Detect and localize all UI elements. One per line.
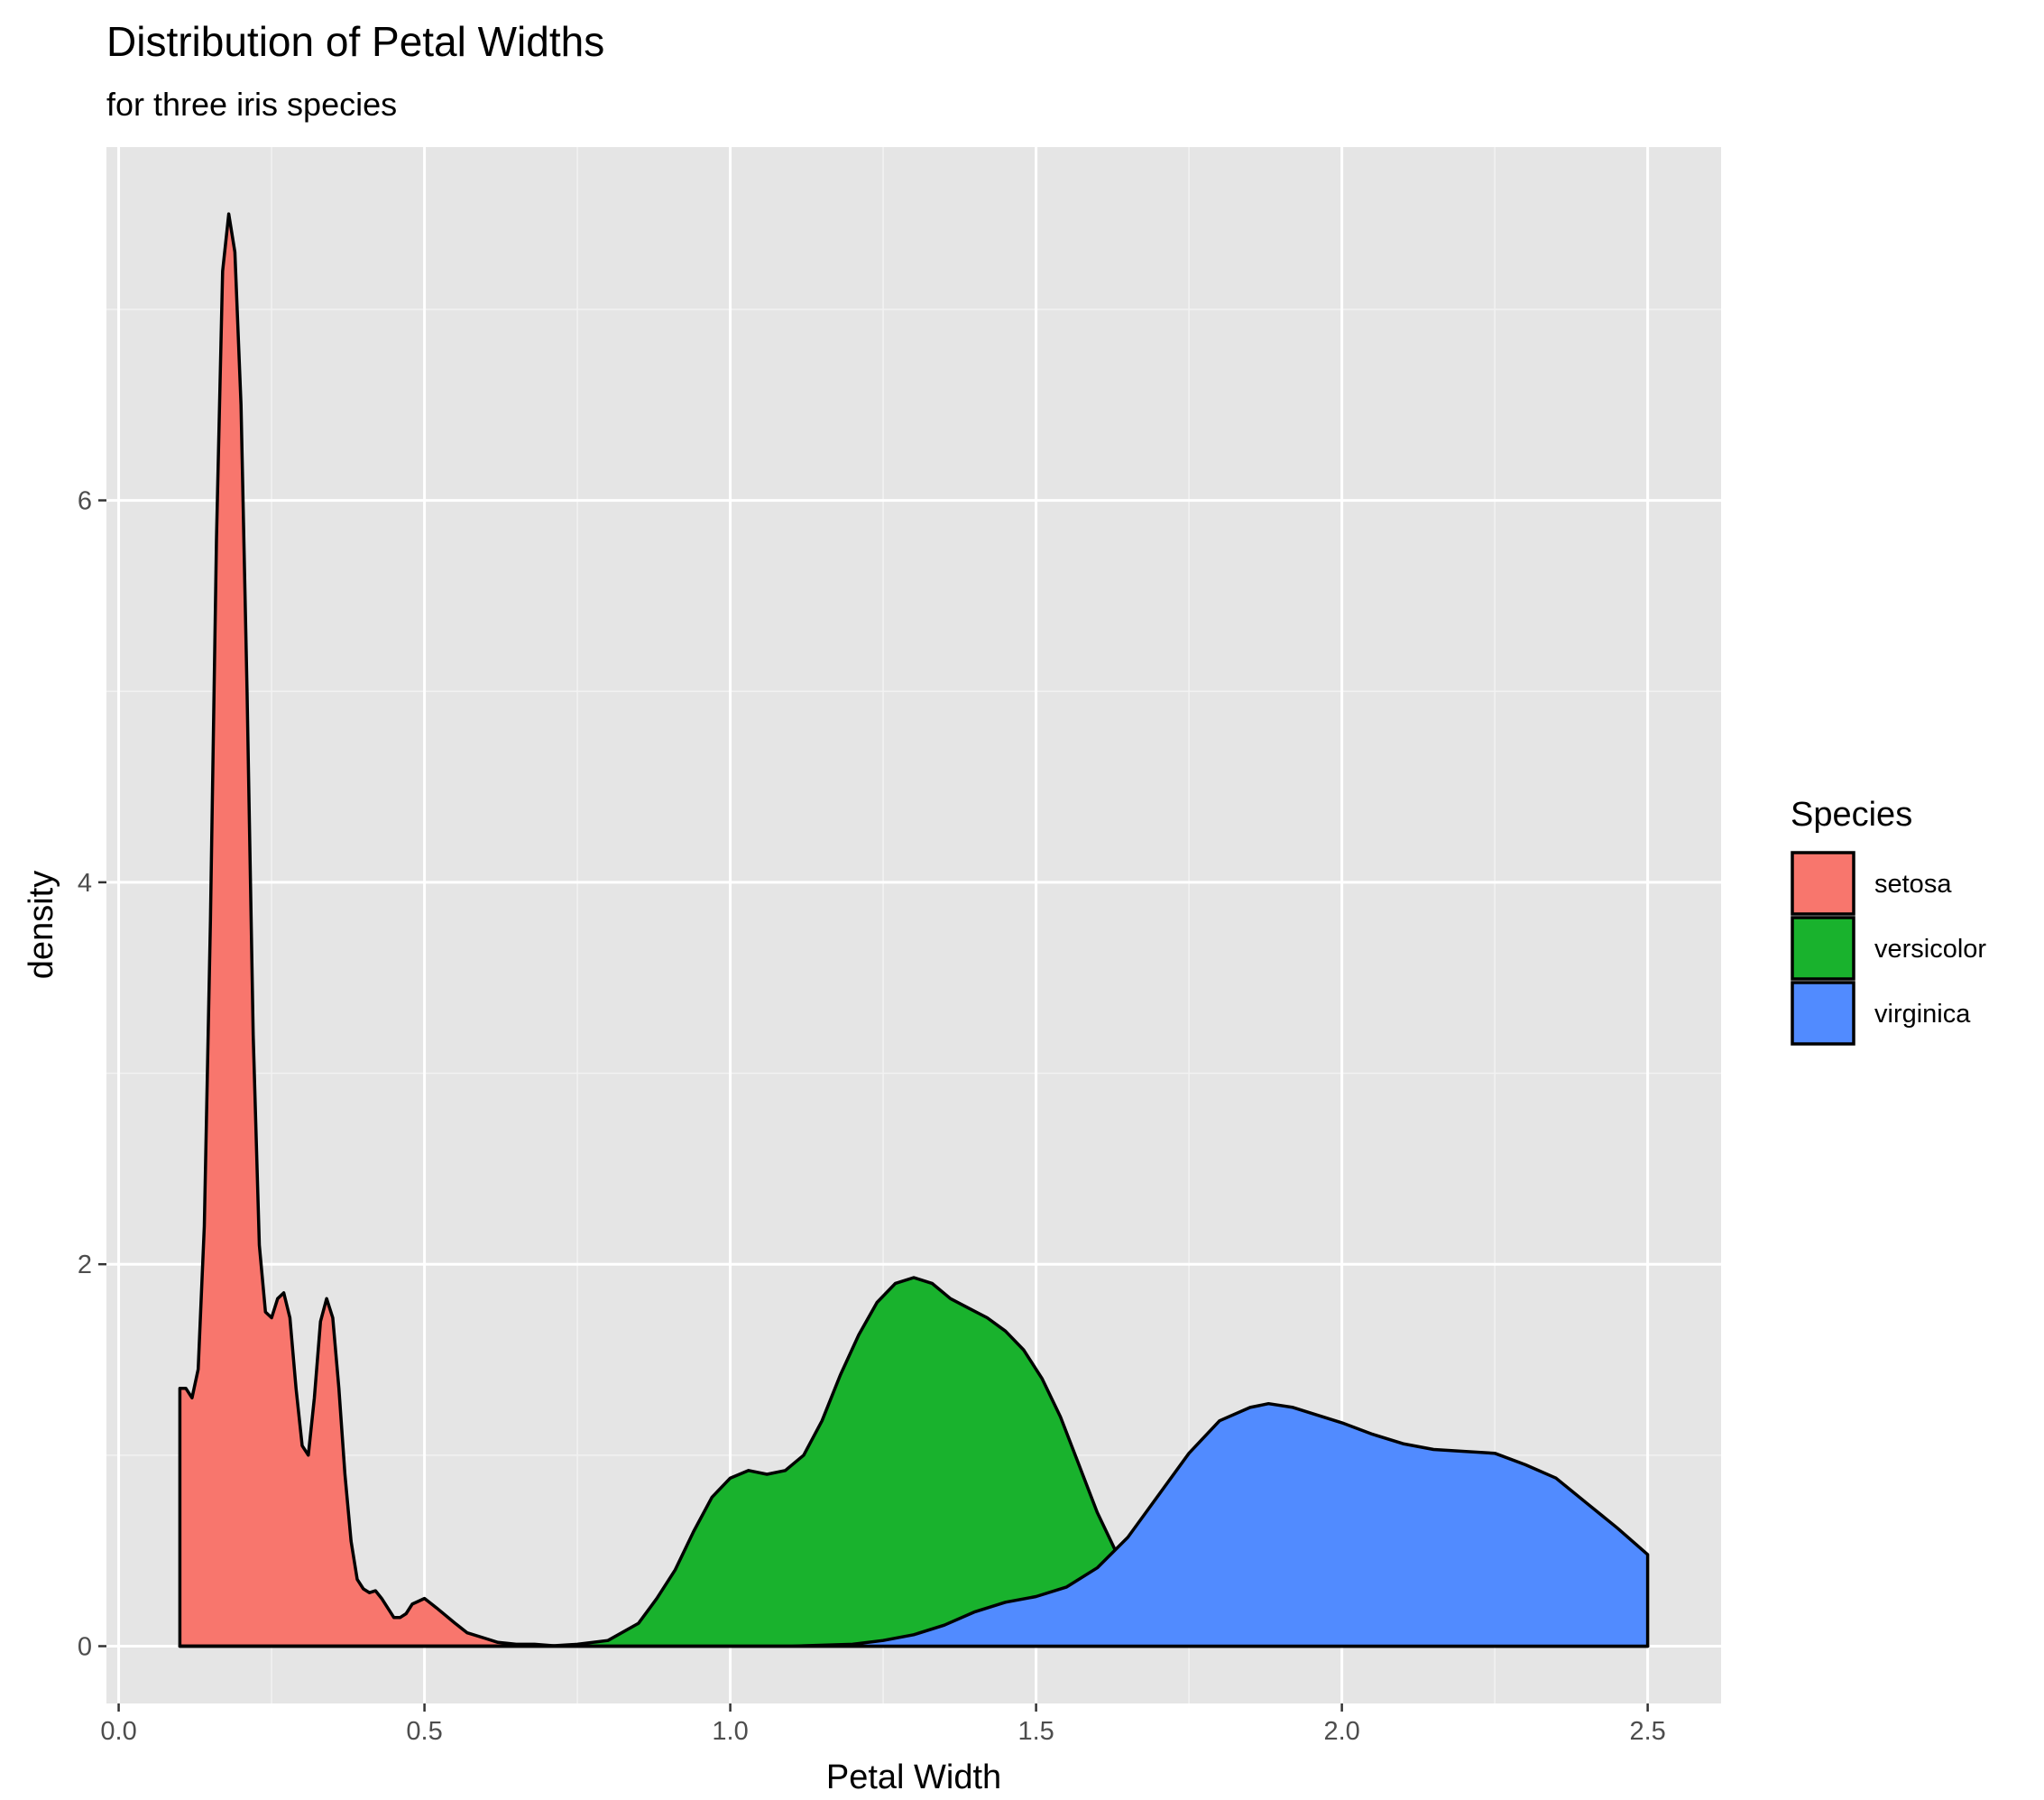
x-tick-label: 1.0 bbox=[712, 1717, 748, 1746]
legend-items: setosa versicolor virginica bbox=[1791, 851, 1986, 1046]
x-tick-label: 0.5 bbox=[406, 1717, 442, 1746]
legend-key-virginica bbox=[1791, 981, 1855, 1046]
x-tick-label: 1.5 bbox=[1017, 1717, 1054, 1746]
y-axis: 0 2 4 6 bbox=[78, 487, 106, 1662]
legend-label-virginica: virginica bbox=[1874, 1000, 1971, 1029]
density-areas bbox=[178, 212, 1650, 1648]
density-area-virginica bbox=[178, 1401, 1650, 1648]
legend-title: Species bbox=[1791, 796, 1912, 834]
legend-key-setosa bbox=[1791, 851, 1855, 916]
y-tick-label: 6 bbox=[78, 487, 92, 516]
x-tick-label: 0.0 bbox=[100, 1717, 136, 1746]
x-tick-label: 2.0 bbox=[1323, 1717, 1359, 1746]
x-axis: 0.0 0.5 1.0 1.5 2.0 2.5 bbox=[100, 1703, 1666, 1746]
legend: Species setosa versicolor virginica bbox=[1791, 796, 1986, 1046]
legend-label-setosa: setosa bbox=[1874, 870, 1952, 899]
y-tick-label: 0 bbox=[78, 1633, 92, 1662]
x-axis-title: Petal Width bbox=[826, 1758, 1001, 1796]
y-tick-label: 2 bbox=[78, 1251, 92, 1279]
y-axis-title: density bbox=[23, 871, 60, 979]
chart-subtitle: for three iris species bbox=[106, 86, 397, 123]
x-tick-label: 2.5 bbox=[1629, 1717, 1665, 1746]
y-tick-label: 4 bbox=[78, 869, 92, 898]
legend-key-versicolor bbox=[1791, 916, 1855, 981]
chart-title: Distribution of Petal Widths bbox=[106, 18, 604, 65]
legend-label-versicolor: versicolor bbox=[1874, 935, 1986, 964]
